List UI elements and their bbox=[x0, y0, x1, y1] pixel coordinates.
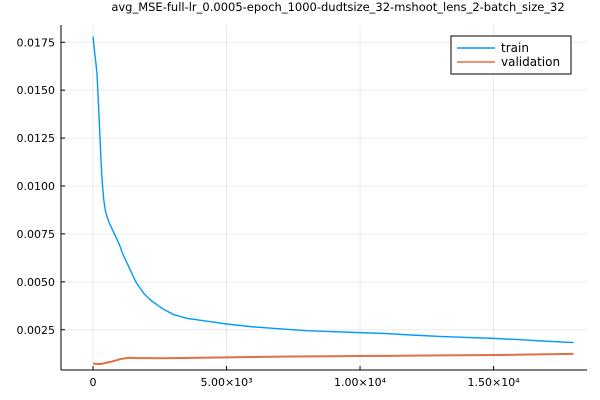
legend-box bbox=[450, 35, 572, 75]
y-tick-label: 0.0125 bbox=[17, 132, 56, 145]
series-line-train bbox=[92, 36, 574, 344]
legend: train validation bbox=[450, 35, 572, 75]
y-tick-label: 0.0075 bbox=[17, 228, 56, 241]
chart-title: avg_MSE-full-lr_0.0005-epoch_1000-dudtsi… bbox=[111, 0, 564, 14]
y-tick-label: 0.0025 bbox=[17, 324, 56, 337]
x-tick-label: 0 bbox=[90, 376, 97, 389]
legend-label-train: train bbox=[501, 41, 529, 55]
y-tick-label: 0.0150 bbox=[17, 84, 56, 97]
series bbox=[92, 36, 574, 366]
x-tick-label: 1.50×10⁴ bbox=[467, 376, 520, 389]
axes bbox=[60, 25, 587, 371]
x-tick-label: 5.00×10³ bbox=[200, 376, 252, 389]
y-tick-label: 0.0100 bbox=[17, 180, 56, 193]
y-tick-label: 0.0050 bbox=[17, 276, 56, 289]
ticks: 0 5.00×10³ 1.00×10⁴ 1.50×10⁴ 0.0025 0.0050 0.0… bbox=[17, 36, 521, 389]
legend-label-validation: validation bbox=[501, 55, 560, 69]
x-tick-label: 1.00×10⁴ bbox=[334, 376, 387, 389]
series-line-validation bbox=[92, 352, 574, 366]
y-tick-label: 0.0175 bbox=[17, 36, 56, 49]
